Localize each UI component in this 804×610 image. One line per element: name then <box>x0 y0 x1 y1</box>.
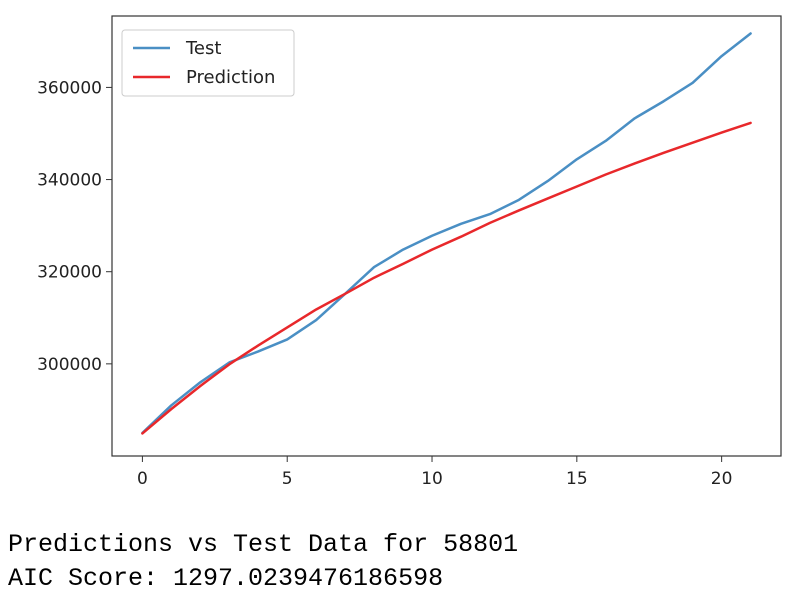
legend: Test Prediction <box>121 29 295 97</box>
y-tick-label: 300000 <box>37 355 102 375</box>
output-title-text: Predictions vs Test Data for 58801 <box>8 530 519 559</box>
x-tick-label: 20 <box>711 469 733 489</box>
x-tick-label: 0 <box>137 469 148 489</box>
y-tick-label: 340000 <box>37 171 102 191</box>
series-line-prediction <box>141 121 752 435</box>
legend-label-test: Test <box>185 38 221 59</box>
x-tick-label: 5 <box>282 469 293 489</box>
line-chart: 0 5 10 15 20 300000 320000 340000 360000 Test Pr… <box>37 15 782 489</box>
series-line-test <box>141 32 752 435</box>
y-tick-label: 360000 <box>37 78 102 98</box>
x-tick-label: 15 <box>566 469 588 489</box>
aic-score-text: AIC Score: 1297.0239476186598 <box>8 564 444 593</box>
legend-box <box>121 29 295 97</box>
x-tick-label: 10 <box>421 469 443 489</box>
y-tick-label: 320000 <box>37 263 102 283</box>
legend-label-prediction: Prediction <box>186 67 275 88</box>
